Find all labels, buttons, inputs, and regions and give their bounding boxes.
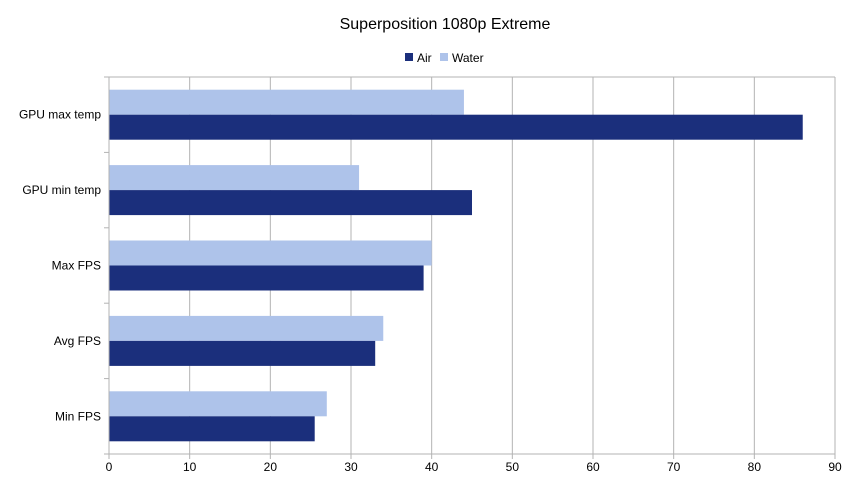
bar-air xyxy=(109,416,315,442)
legend-swatch-water xyxy=(440,53,448,61)
bar-water xyxy=(109,315,384,341)
axes xyxy=(108,76,836,455)
y-tick-label: GPU max temp xyxy=(19,108,101,122)
bar-air xyxy=(109,340,376,366)
x-tick-label: 0 xyxy=(106,460,113,474)
x-tick-label: 90 xyxy=(828,460,842,474)
legend-swatch-air xyxy=(405,53,413,61)
legend: Air Water xyxy=(405,51,484,65)
legend-label-air: Air xyxy=(417,51,432,65)
bar-water xyxy=(109,391,327,417)
legend-label-water: Water xyxy=(452,51,484,65)
x-tick-label: 20 xyxy=(264,460,278,474)
bars xyxy=(109,89,803,442)
y-tick-label: Min FPS xyxy=(55,409,101,423)
chart-title: Superposition 1080p Extreme xyxy=(340,16,551,33)
x-tick-label: 70 xyxy=(667,460,681,474)
bar-air xyxy=(109,190,472,216)
x-tick-label: 30 xyxy=(344,460,358,474)
x-tick-label: 40 xyxy=(425,460,439,474)
bar-water xyxy=(109,165,360,191)
x-tick-label: 80 xyxy=(748,460,762,474)
bar-water xyxy=(109,89,464,115)
bar-water xyxy=(109,240,432,266)
y-tick-label: GPU min temp xyxy=(22,183,101,197)
x-axis-ticks: 0 10 20 30 40 50 60 70 80 90 xyxy=(106,454,842,474)
y-tick-label: Avg FPS xyxy=(54,334,101,348)
x-tick-label: 10 xyxy=(183,460,197,474)
y-tick-label: Max FPS xyxy=(52,259,101,273)
x-tick-label: 60 xyxy=(586,460,600,474)
bar-air xyxy=(109,114,803,140)
bar-air xyxy=(109,265,424,291)
x-tick-label: 50 xyxy=(506,460,520,474)
y-axis-ticks: GPU max temp GPU min temp Max FPS Avg FPS Mi… xyxy=(19,76,109,455)
